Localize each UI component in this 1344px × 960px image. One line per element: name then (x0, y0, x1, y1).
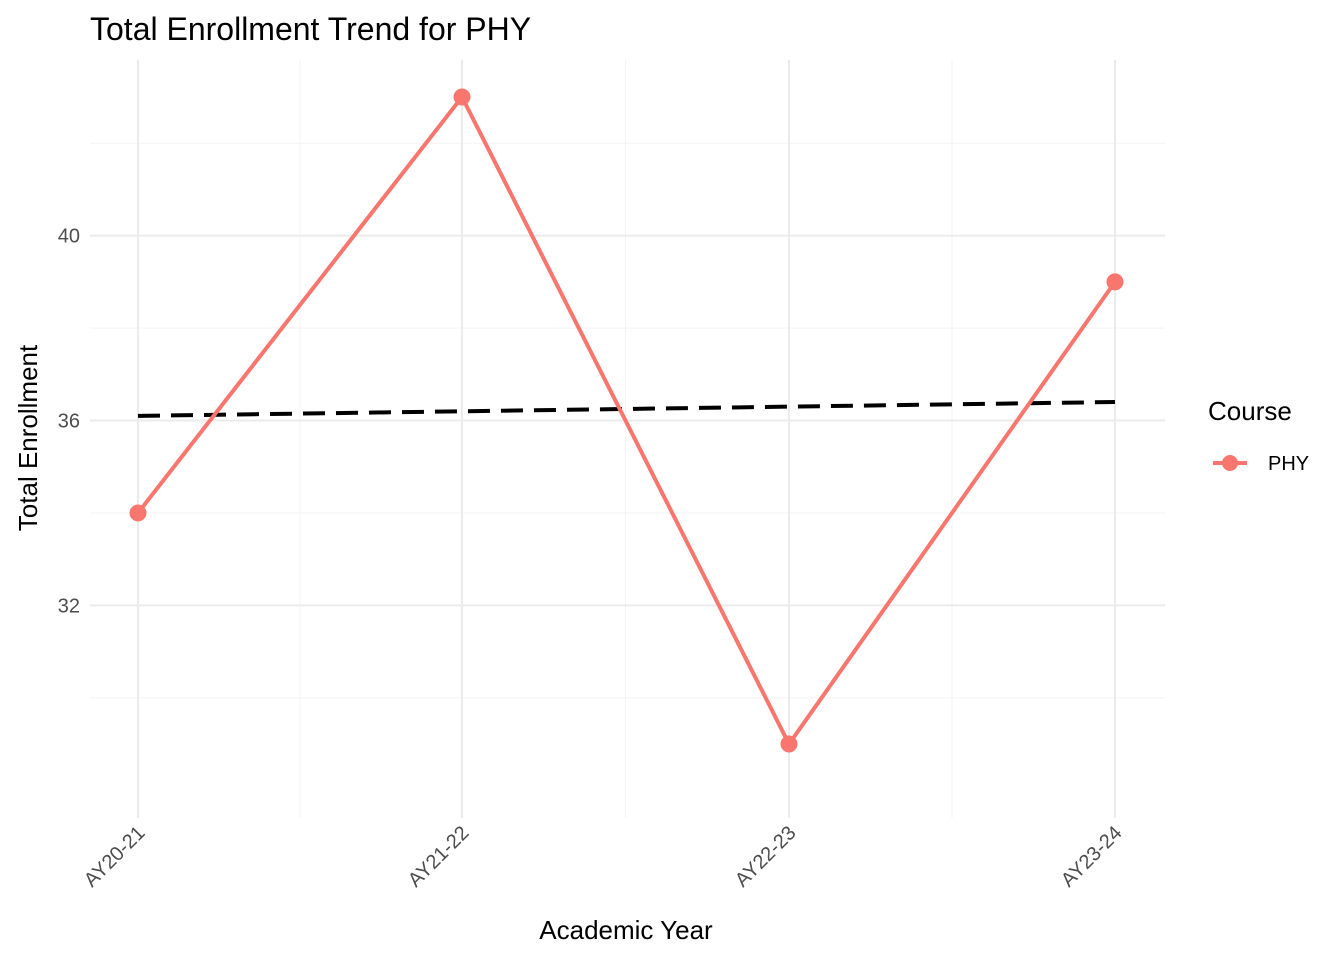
trendline (137, 400, 1116, 418)
x-axis-title: Academic Year (539, 915, 713, 945)
series-line (136, 94, 1117, 747)
series-layer (129, 88, 1124, 753)
x-tick-label: AY23-24 (1057, 822, 1127, 892)
data-point (453, 88, 471, 106)
x-tick-label: AY20-21 (80, 822, 150, 892)
x-tick-label: AY22-23 (731, 822, 801, 892)
legend-label: PHY (1268, 453, 1309, 475)
y-tick-label: 36 (58, 411, 80, 433)
legend: Course PHY (1208, 396, 1309, 475)
y-tick-label: 40 (58, 226, 80, 248)
y-tick-label: 32 (58, 595, 80, 617)
data-point (1106, 273, 1124, 291)
chart-title: Total Enrollment Trend for PHY (90, 11, 531, 47)
x-axis-ticks: AY20-21 AY21-22 AY22-23 AY23-24 (80, 822, 1127, 892)
x-tick-label: AY21-22 (404, 822, 474, 892)
data-point (129, 504, 147, 522)
y-axis-title: Total Enrollment (13, 344, 43, 531)
y-axis-ticks: 32 36 40 (58, 226, 80, 618)
legend-title: Course (1208, 396, 1292, 426)
trendline-layer (137, 400, 1116, 418)
data-point (780, 735, 798, 753)
legend-key-marker (1222, 455, 1238, 471)
